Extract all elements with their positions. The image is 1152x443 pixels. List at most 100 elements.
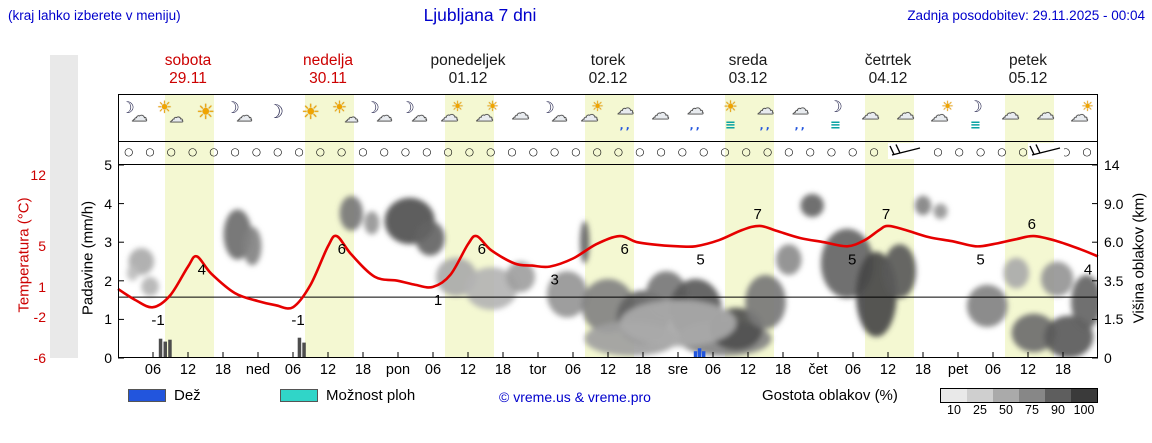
weather-icon-sun-cloud: ☀ ☁ — [329, 97, 363, 139]
cloud-glyph: ☁ — [1001, 103, 1020, 124]
time-tick-label: 06 — [284, 362, 302, 378]
calm-wind-icon: ○ — [251, 146, 262, 158]
cloud-height-tick: 3.5 — [1104, 272, 1124, 289]
cloud-density-scale-value: 25 — [973, 403, 987, 417]
svg-text:-1: -1 — [291, 312, 304, 329]
svg-text:7: 7 — [882, 206, 890, 223]
weather-icon-moon-cloud: ☽ ☁ — [539, 97, 573, 139]
showers-legend-swatch — [280, 389, 318, 402]
calm-wind-icon: ○ — [294, 146, 304, 158]
calm-wind-icon: ○ — [613, 146, 624, 158]
day-header-četrtek: četrtek 04.12 — [865, 52, 912, 88]
precipitation-axis-label: Padavine (mm/h) — [79, 200, 97, 316]
cloud-density-scale — [940, 388, 1098, 403]
time-tick-label: 12 — [879, 362, 897, 378]
precipitation-tick: 2 — [104, 272, 112, 289]
fog-glyph: ≡ — [830, 118, 841, 133]
temperature-tick: 12 — [30, 167, 46, 184]
sun-glyph: ☀ — [1081, 99, 1094, 115]
svg-text:6: 6 — [621, 241, 629, 258]
calm-wind-icon: ○ — [209, 146, 219, 158]
time-tick-label: 18 — [634, 362, 652, 378]
svg-text:3: 3 — [551, 272, 559, 289]
calm-wind-icon: ○ — [571, 146, 581, 158]
cloud-height-axis-label: Višina oblakov (km) — [1130, 192, 1148, 324]
cloud-glyph: ☁ — [651, 103, 670, 124]
day-date: 04.12 — [868, 70, 908, 87]
temperature-tick: -2 — [33, 309, 46, 326]
moon-glyph: ☽ — [968, 97, 983, 116]
sun-glyph: ☀ — [941, 99, 954, 115]
day-name: nedelja — [303, 52, 353, 69]
calm-wind-icon: ○ — [869, 146, 879, 158]
day-header-sreda: sreda 03.12 — [729, 52, 768, 88]
svg-text:6: 6 — [1028, 216, 1036, 233]
day-header-sobota: sobota 29.11 — [165, 52, 212, 88]
cloud-glyph: ☁ — [757, 99, 775, 119]
drizzle-glyph: ‚‚ — [689, 119, 702, 132]
cloud-density-field — [126, 193, 1098, 358]
calm-wind-icon: ○ — [379, 146, 389, 158]
weather-icon-moon-cloud: ☽ ☁ — [364, 97, 398, 139]
weather-icon-sun: ☀ — [189, 97, 223, 139]
cloud-glyph: ☁ — [411, 106, 428, 125]
cloud-glyph: ☁ — [687, 99, 705, 119]
day-date: 05.12 — [1008, 70, 1048, 87]
calm-wind-icon: ○ — [826, 146, 837, 158]
precipitation-tick: 4 — [104, 195, 112, 212]
calm-wind-icon: ○ — [187, 146, 198, 158]
cloud-height-tick: 9.0 — [1104, 195, 1124, 212]
calm-wind-icon: ○ — [677, 146, 687, 158]
time-tick-label: 06 — [844, 362, 862, 378]
calm-wind-icon: ○ — [975, 146, 986, 158]
cloud-glyph: ☁ — [551, 106, 568, 125]
calm-wind-icon: ○ — [550, 146, 560, 158]
svg-text:-1: -1 — [151, 312, 164, 329]
day-tick-label: sre — [667, 362, 689, 378]
weather-icon-cloud-drizzle: ☁ ‚‚ — [784, 97, 818, 139]
temperature-axis-strip — [50, 55, 78, 358]
sun-glyph: ☀ — [451, 99, 464, 115]
weather-icon-cloud-sun: ☀ ☁ — [469, 97, 503, 139]
cloud-glyph: ☁ — [792, 99, 810, 119]
weather-icon-moon: ☽ — [259, 97, 293, 139]
cloud-density-swatch — [1045, 389, 1071, 402]
cloud-glyph: ☁ — [861, 103, 880, 124]
calm-wind-icon: ○ — [762, 146, 773, 158]
drizzle-glyph: ‚‚ — [759, 119, 772, 132]
calm-wind-icon: ○ — [720, 146, 730, 158]
cloud-glyph: ☁ — [1070, 105, 1089, 126]
time-tick-label: 12 — [179, 362, 197, 378]
time-tick-label: 12 — [599, 362, 617, 378]
day-tick-label: pet — [947, 362, 969, 378]
cloud-height-tick: 1.5 — [1104, 311, 1124, 328]
day-header-petek: petek 05.12 — [1009, 52, 1048, 88]
day-name: sreda — [728, 52, 768, 69]
weather-icon-moon-cloud: ☽ ☁ — [119, 97, 153, 139]
cloud-glyph: ☁ — [440, 105, 459, 126]
time-tick-label: 06 — [564, 362, 582, 378]
cloud-density-scale-value: 75 — [1025, 403, 1039, 417]
svg-text:5: 5 — [848, 251, 856, 268]
cloud-density-swatch — [1019, 389, 1045, 402]
day-tick-label: čet — [808, 362, 828, 378]
menu-hint: (kraj lahko izberete v meniju) — [8, 8, 181, 23]
fog-glyph: ≡ — [970, 118, 981, 133]
cloud-density-legend-label: Gostota oblakov (%) — [762, 387, 898, 404]
day-header-ponedeljek: ponedeljek 01.12 — [431, 52, 506, 88]
moon-glyph: ☽ — [540, 98, 555, 117]
temperature-axis-label: Temperatura (°C) — [15, 197, 33, 313]
copyright-link[interactable]: © vreme.us & vreme.pro — [499, 389, 651, 405]
cloud-density-swatch — [993, 389, 1019, 402]
time-tick-label: 12 — [739, 362, 757, 378]
cloud-glyph: ☁ — [580, 105, 599, 126]
svg-text:6: 6 — [478, 241, 486, 258]
moon-glyph: ☽ — [400, 98, 415, 117]
wind-barb-icon — [1027, 142, 1064, 165]
time-tick-label: 12 — [1019, 362, 1037, 378]
day-date: 30.11 — [309, 70, 347, 87]
day-header-torek: torek 02.12 — [589, 52, 628, 88]
weather-icon-cloud-sun: ☀ ☁ — [434, 97, 468, 139]
precipitation-tick: 3 — [104, 234, 112, 251]
rain-legend-label: Dež — [174, 387, 201, 404]
